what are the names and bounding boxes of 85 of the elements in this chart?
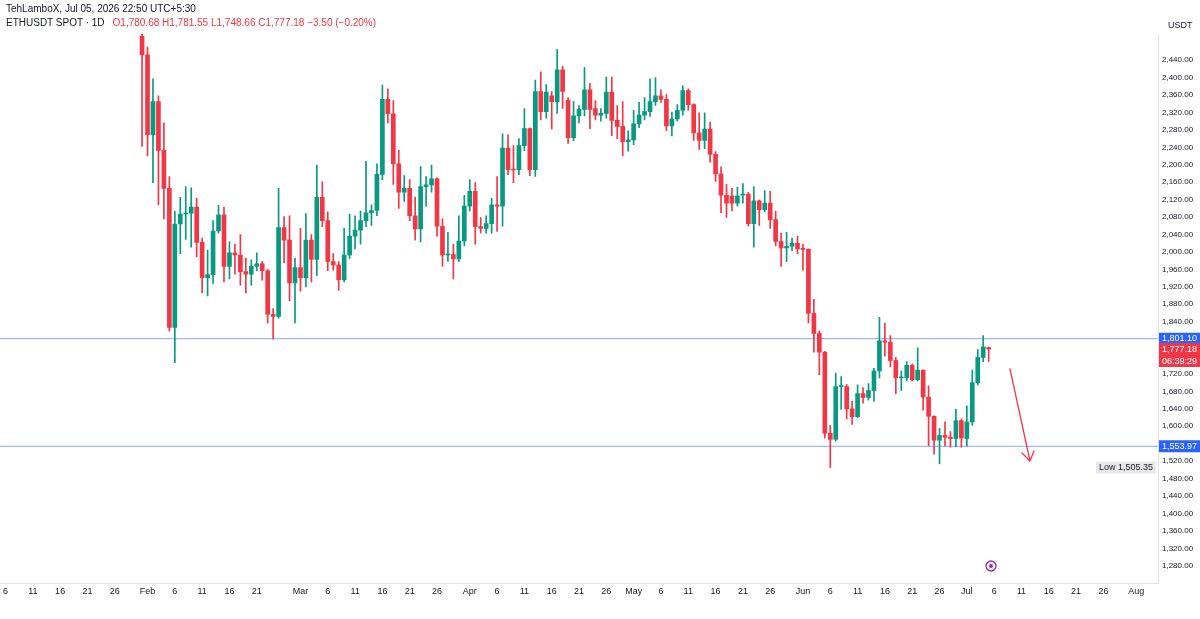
y-tick-label: 1,480.00 <box>1162 473 1194 483</box>
x-tick-label: 11 <box>519 586 530 597</box>
chart-subtitle: TehLamboX, Jul 05, 2026 22:50 UTC+5:30 <box>6 2 197 16</box>
x-tick-label: 21 <box>404 586 415 597</box>
y-tick-label: 1,720.00 <box>1162 369 1194 379</box>
x-tick-label: 11 <box>683 586 693 597</box>
x-tick-label: 16 <box>377 586 388 597</box>
x-tick-label: 6 <box>325 586 331 597</box>
text: 1,777.18 <box>1162 343 1198 354</box>
x-tick-label: 16 <box>1043 586 1054 597</box>
x-tick-label: 21 <box>1071 586 1082 597</box>
x-tick-label: 6 <box>172 586 178 597</box>
x-tick-label: May <box>625 586 643 597</box>
x-tick-label: 26 <box>601 586 612 597</box>
x-tick-label: Feb <box>139 586 156 597</box>
x-tick-label: 26 <box>109 586 120 597</box>
x-tick-label: 6 <box>2 586 9 597</box>
x-tick-label: Aug <box>1128 586 1145 597</box>
x-tick-label: 16 <box>879 586 890 597</box>
y-tick-label: 1,960.00 <box>1162 264 1194 274</box>
x-tick-label: 11 <box>28 586 38 597</box>
y-tick-label: 1,600.00 <box>1162 421 1194 431</box>
x-tick-label: 11 <box>852 586 863 597</box>
x-tick-label: 11 <box>197 586 207 597</box>
y-tick-label: 2,120.00 <box>1162 194 1194 204</box>
y-tick-label: 2,200.00 <box>1162 159 1194 169</box>
y-tick-label: 1,400.00 <box>1162 508 1194 518</box>
x-tick-label: 26 <box>934 586 945 597</box>
y-tick-label: 2,240.00 <box>1162 142 1194 152</box>
candlestick <box>401 175 407 202</box>
x-tick-label: Mar <box>292 586 309 597</box>
candlestick <box>986 346 992 362</box>
x-tick-label: Jul <box>961 586 973 597</box>
y-tick-label: 1,840.00 <box>1162 316 1194 326</box>
x-tick-label: 11 <box>350 586 360 597</box>
y-tick-label: 1,880.00 <box>1162 299 1194 309</box>
y-tick-label: 2,000.00 <box>1162 247 1194 257</box>
candlestick <box>188 187 194 248</box>
x-tick-label: 21 <box>251 586 262 597</box>
y-tick-label: 1,680.00 <box>1162 386 1194 396</box>
candlestick <box>696 112 702 150</box>
y-tick-label: 1,360.00 <box>1162 526 1194 536</box>
x-tick-label: 6 <box>658 586 664 597</box>
x-tick-label: 11 <box>1016 586 1027 597</box>
x-tick-label: 16 <box>224 586 235 597</box>
ref-line-label: 1,801.10 <box>1162 333 1198 344</box>
x-tick-label: 6 <box>494 586 500 597</box>
text: O1,780.68 H1,781.55 L1,748.66 C1,777.18 −3.50 (−0.20%) <box>112 17 377 28</box>
y-axis-title: USDT <box>1168 20 1193 31</box>
y-tick-label: 2,320.00 <box>1162 107 1194 117</box>
y-tick-label: 2,080.00 <box>1162 212 1194 222</box>
x-tick-label: 21 <box>907 586 918 597</box>
y-tick-label: 2,440.00 <box>1162 55 1194 65</box>
y-tick-label: 1,320.00 <box>1162 543 1194 553</box>
x-tick-label: 26 <box>765 586 776 597</box>
candlestick <box>625 130 631 152</box>
y-tick-label: 1,920.00 <box>1162 282 1194 292</box>
y-tick-label: 2,280.00 <box>1162 125 1194 135</box>
x-tick-label: 16 <box>55 586 66 597</box>
x-tick-label: 6 <box>991 586 997 597</box>
x-tick-label: 16 <box>546 586 557 597</box>
y-tick-label: 2,040.00 <box>1162 229 1194 239</box>
y-tick-label: 1,280.00 <box>1162 560 1194 570</box>
y-tick-label: 1,640.00 <box>1162 404 1194 414</box>
annotation: Low 1,505.35 <box>1098 462 1153 473</box>
x-tick-label: Apr <box>462 586 477 597</box>
text: 06:39:29 <box>1162 355 1198 366</box>
ref-line-label: 1,553.97 <box>1162 440 1198 451</box>
x-tick-label: 26 <box>432 586 443 597</box>
y-tick-label: 2,160.00 <box>1162 177 1194 187</box>
x-tick-label: 6 <box>827 586 833 597</box>
candlestick <box>232 243 238 275</box>
y-tick-label: 1,440.00 <box>1162 491 1194 501</box>
y-tick-label: 2,400.00 <box>1162 72 1194 82</box>
y-tick-label: 2,360.00 <box>1162 90 1194 100</box>
x-tick-label: 16 <box>710 586 721 597</box>
x-tick-label: 21 <box>737 586 748 597</box>
x-tick-label: Jun <box>795 586 811 597</box>
y-tick-label: 1,520.00 <box>1162 456 1194 466</box>
candlestick <box>549 91 555 130</box>
x-tick-label: 26 <box>1098 586 1109 597</box>
candlestick <box>177 197 183 255</box>
x-tick-label: 21 <box>574 586 585 597</box>
chart-title: ETHUSDT SPOT · 1D <box>6 17 105 28</box>
x-tick-label: 21 <box>82 586 93 597</box>
